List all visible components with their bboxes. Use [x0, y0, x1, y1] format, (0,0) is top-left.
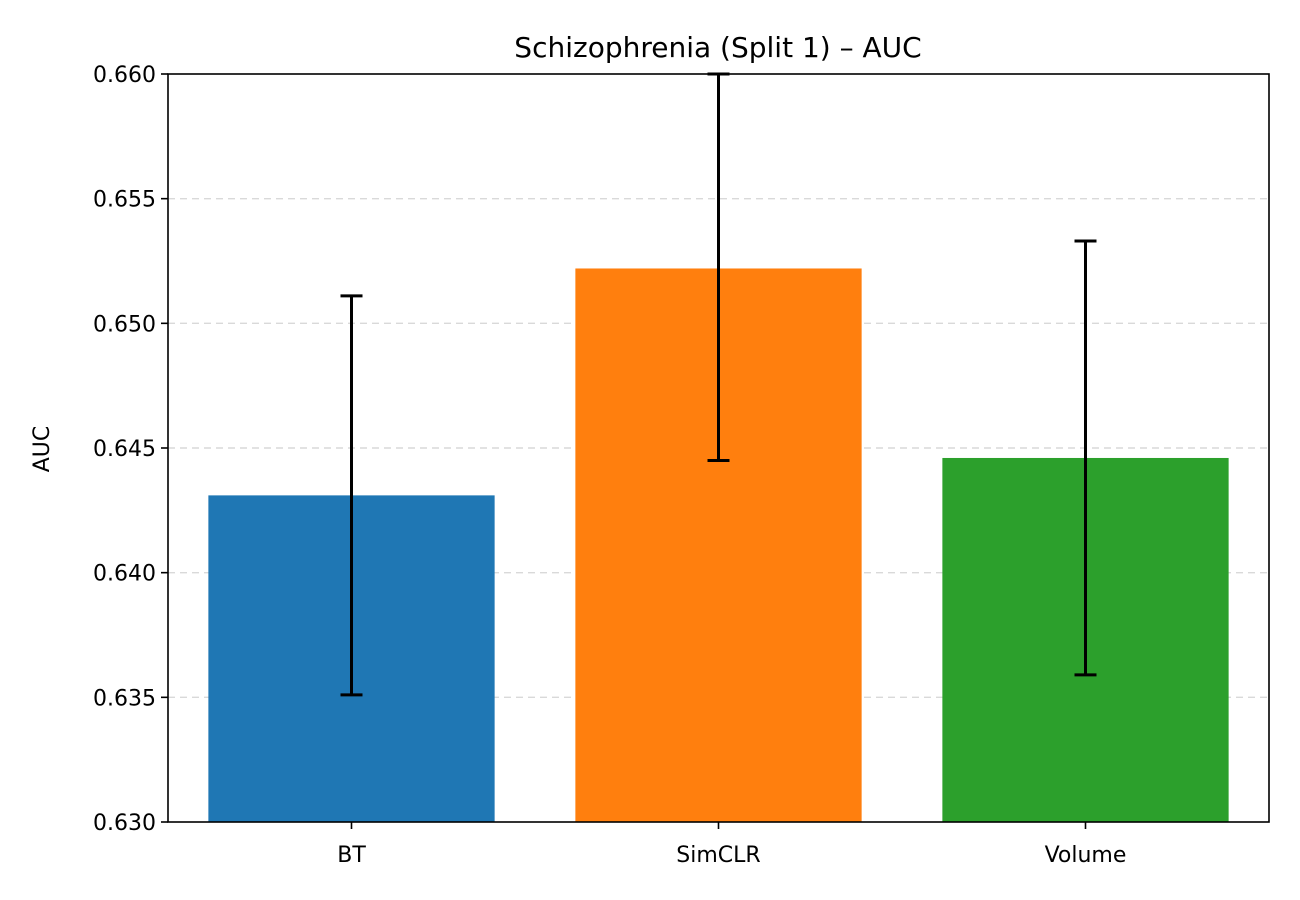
y-tick-label: 0.655 [93, 188, 156, 213]
error-bars [340, 72, 1097, 697]
y-axis-label: AUC [30, 426, 55, 473]
y-tick-label: 0.650 [93, 312, 156, 337]
x-tick-label: BT [337, 843, 366, 868]
x-axis-ticks: BT SimCLR Volume [337, 822, 1126, 868]
x-tick-label: Volume [1045, 843, 1127, 868]
error-bar-volume [1074, 239, 1097, 677]
y-tick-label: 0.645 [93, 437, 156, 462]
y-tick-label: 0.630 [93, 811, 156, 836]
y-tick-label: 0.640 [93, 562, 156, 587]
error-bar-bt [340, 294, 363, 697]
chart-title: Schizophrenia (Split 1) – AUC [514, 31, 921, 64]
y-tick-label: 0.660 [93, 63, 156, 88]
x-tick-label: SimCLR [676, 843, 760, 868]
y-tick-label: 0.635 [93, 686, 156, 711]
y-axis-ticks: 0.630 0.635 0.640 0.645 0.650 0.655 0.660 [93, 63, 168, 836]
